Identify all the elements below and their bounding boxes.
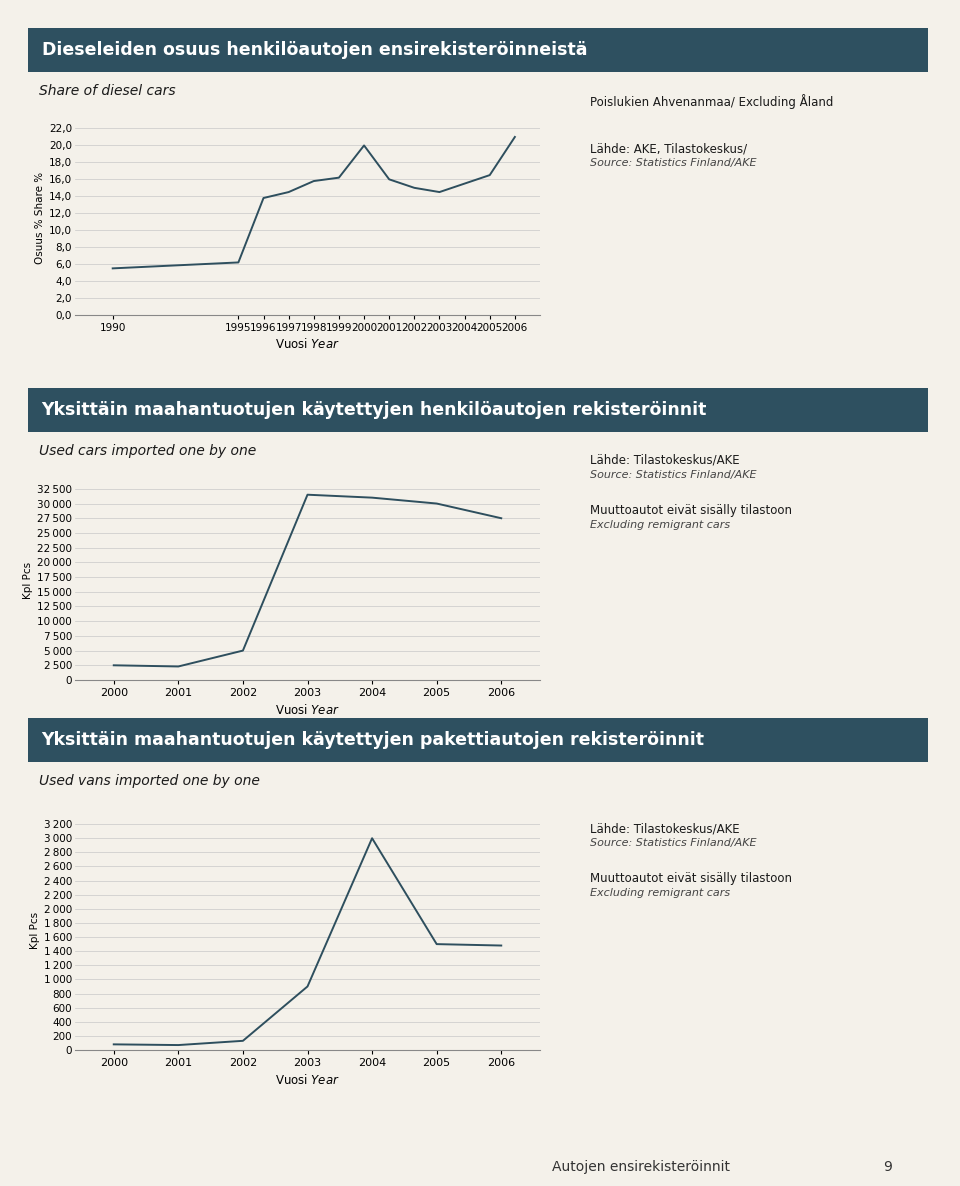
Text: Lähde: Tilastokeskus/AKE: Lähde: Tilastokeskus/AKE <box>590 454 739 467</box>
Y-axis label: Kpl Pcs: Kpl Pcs <box>30 911 39 949</box>
X-axis label: Vuosi $\it{Year}$: Vuosi $\it{Year}$ <box>276 338 340 351</box>
Text: Used vans imported one by one: Used vans imported one by one <box>38 773 259 788</box>
Text: Source: Statistics Finland/AKE: Source: Statistics Finland/AKE <box>590 158 756 168</box>
Y-axis label: Kpl Pcs: Kpl Pcs <box>23 561 33 599</box>
Text: Share of diesel cars: Share of diesel cars <box>38 84 176 97</box>
Text: Poislukien Ahvenanmaa/ Excluding Åland: Poislukien Ahvenanmaa/ Excluding Åland <box>590 94 833 109</box>
Text: Excluding remigrant cars: Excluding remigrant cars <box>590 888 731 898</box>
Text: Muuttoautot eivät sisälly tilastoon: Muuttoautot eivät sisälly tilastoon <box>590 504 792 517</box>
X-axis label: Vuosi $\it{Year}$: Vuosi $\it{Year}$ <box>276 1072 340 1086</box>
X-axis label: Vuosi $\it{Year}$: Vuosi $\it{Year}$ <box>276 702 340 716</box>
Text: 9: 9 <box>883 1160 892 1174</box>
Text: Excluding remigrant cars: Excluding remigrant cars <box>590 519 731 530</box>
Text: Dieseleiden osuus henkilöautojen ensirekisteröinneistä: Dieseleiden osuus henkilöautojen ensirek… <box>41 42 587 59</box>
Text: Yksittäin maahantuotujen käytettyjen pakettiautojen rekisteröinnit: Yksittäin maahantuotujen käytettyjen pak… <box>41 731 705 750</box>
Y-axis label: Osuus % Share %: Osuus % Share % <box>35 172 45 263</box>
Text: Autojen ensirekisteröinnit: Autojen ensirekisteröinnit <box>552 1160 730 1174</box>
Text: Used cars imported one by one: Used cars imported one by one <box>38 444 256 458</box>
Text: Lähde: Tilastokeskus/AKE: Lähde: Tilastokeskus/AKE <box>590 822 739 835</box>
Text: Muuttoautot eivät sisälly tilastoon: Muuttoautot eivät sisälly tilastoon <box>590 872 792 885</box>
Text: Source: Statistics Finland/AKE: Source: Statistics Finland/AKE <box>590 470 756 480</box>
Text: Yksittäin maahantuotujen käytettyjen henkilöautojen rekisteröinnit: Yksittäin maahantuotujen käytettyjen hen… <box>41 401 707 419</box>
Text: Lähde: AKE, Tilastokeskus/: Lähde: AKE, Tilastokeskus/ <box>590 142 747 155</box>
Text: Source: Statistics Finland/AKE: Source: Statistics Finland/AKE <box>590 839 756 848</box>
